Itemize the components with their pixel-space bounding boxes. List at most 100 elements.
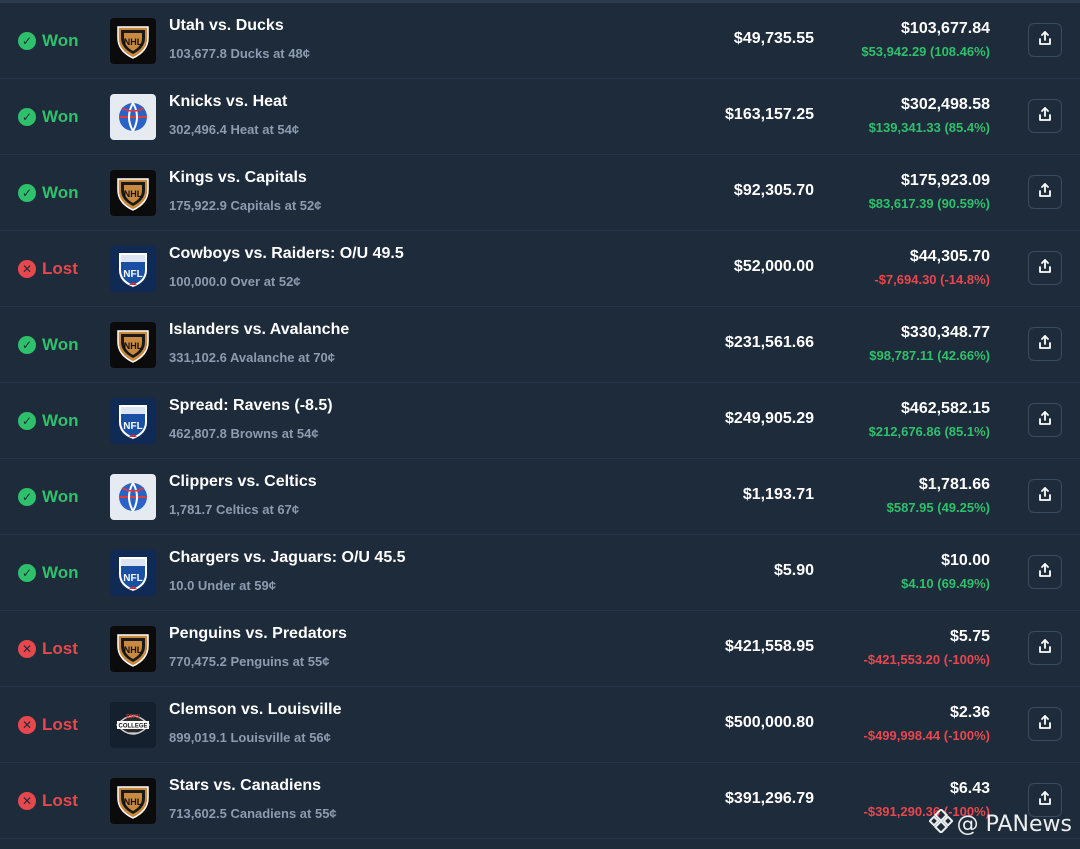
svg-text:NHL: NHL bbox=[124, 37, 143, 47]
share-button[interactable] bbox=[1028, 327, 1062, 361]
status-badge: ✕ Lost bbox=[18, 231, 78, 307]
share-button[interactable] bbox=[1028, 555, 1062, 589]
check-circle-icon: ✓ bbox=[18, 336, 36, 354]
status-badge: ✓ Won bbox=[18, 3, 79, 79]
share-button[interactable] bbox=[1028, 479, 1062, 513]
market-title[interactable]: Kings vs. Capitals bbox=[169, 169, 307, 186]
cost-amount: $52,000.00 bbox=[733, 258, 814, 275]
cost-amount: $92,305.70 bbox=[733, 182, 814, 199]
bet-row: ✓ Won Clippers vs. Celtics 1,781.7 Celtics … bbox=[0, 459, 1080, 535]
payout-amount: $462,582.15 bbox=[901, 400, 990, 417]
position-detail: 770,475.2 Penguins at 55¢ bbox=[169, 654, 330, 669]
payout-amount: $330,348.77 bbox=[901, 324, 990, 341]
payout-amount: $5.75 bbox=[949, 628, 990, 645]
x-circle-icon: ✕ bbox=[18, 260, 36, 278]
share-button[interactable] bbox=[1028, 23, 1062, 57]
status-badge: ✓ Won bbox=[18, 307, 79, 383]
bet-row: ✕ Lost NFL Cowboys vs. Raiders: O/U 49.5 100… bbox=[0, 231, 1080, 307]
market-title[interactable]: Spread: Ravens (-8.5) bbox=[169, 397, 333, 414]
svg-text:NFL: NFL bbox=[123, 269, 142, 280]
cost-amount: $391,296.79 bbox=[725, 790, 814, 807]
svg-text:NHL: NHL bbox=[124, 797, 143, 807]
status-badge: ✕ Lost bbox=[18, 687, 78, 763]
watermark-text: @ PANews bbox=[956, 811, 1072, 837]
position-detail: 100,000.0 Over at 52¢ bbox=[169, 274, 301, 289]
share-button[interactable] bbox=[1028, 631, 1062, 665]
watermark: @ PANews bbox=[927, 807, 1072, 839]
status-label: Lost bbox=[42, 639, 78, 658]
position-detail: 1,781.7 Celtics at 67¢ bbox=[169, 502, 300, 517]
cost-amount: $5.90 bbox=[773, 562, 814, 579]
profit-loss: $139,341.33 (85.4%) bbox=[868, 120, 990, 135]
share-button[interactable] bbox=[1028, 99, 1062, 133]
position-detail: 331,102.6 Avalanche at 70¢ bbox=[169, 350, 335, 365]
bet-row: ✕ Lost NHL Stars vs. Canadiens 713,602.5 Can… bbox=[0, 763, 1080, 839]
profit-loss: -$499,998.44 (-100%) bbox=[863, 728, 990, 743]
market-title[interactable]: Stars vs. Canadiens bbox=[169, 777, 322, 794]
cost-amount: $231,561.66 bbox=[725, 334, 814, 351]
payout-amount: $10.00 bbox=[941, 552, 990, 569]
nfl-logo-icon: NFL bbox=[110, 398, 156, 444]
share-icon bbox=[1037, 486, 1053, 507]
status-label: Won bbox=[42, 487, 79, 506]
market-title[interactable]: Clippers vs. Celtics bbox=[169, 473, 317, 490]
x-circle-icon: ✕ bbox=[18, 792, 36, 810]
market-title[interactable]: Clemson vs. Louisville bbox=[169, 701, 342, 718]
nhl-logo-icon: NHL bbox=[110, 322, 156, 368]
svg-text:ESPN: ESPN bbox=[126, 714, 140, 720]
bet-row: ✓ Won NFL Spread: Ravens (-8.5) 462,807.8 Br… bbox=[0, 383, 1080, 459]
position-detail: 713,602.5 Canadiens at 55¢ bbox=[169, 806, 337, 821]
market-title[interactable]: Penguins vs. Predators bbox=[169, 625, 347, 642]
share-icon bbox=[1037, 30, 1053, 51]
profit-loss: $98,787.11 (42.66%) bbox=[869, 348, 990, 363]
share-button[interactable] bbox=[1028, 403, 1062, 437]
status-label: Won bbox=[42, 563, 79, 582]
cost-amount: $163,157.25 bbox=[725, 106, 814, 123]
cost-amount: $500,000.80 bbox=[725, 714, 814, 731]
share-button[interactable] bbox=[1028, 707, 1062, 741]
share-icon bbox=[1037, 714, 1053, 735]
nhl-logo-icon: NHL bbox=[110, 170, 156, 216]
check-circle-icon: ✓ bbox=[18, 184, 36, 202]
status-badge: ✓ Won bbox=[18, 79, 79, 155]
status-badge: ✓ Won bbox=[18, 535, 79, 611]
market-title[interactable]: Cowboys vs. Raiders: O/U 49.5 bbox=[169, 245, 404, 262]
payout-amount: $6.43 bbox=[949, 780, 990, 797]
x-circle-icon: ✕ bbox=[18, 640, 36, 658]
nba-logo-icon bbox=[110, 474, 156, 520]
payout-amount: $2.36 bbox=[949, 704, 990, 721]
share-button[interactable] bbox=[1028, 783, 1062, 817]
status-label: Lost bbox=[42, 715, 78, 734]
bet-row: ✓ Won NHL Utah vs. Ducks 103,677.8 Ducks at … bbox=[0, 3, 1080, 79]
check-circle-icon: ✓ bbox=[18, 32, 36, 50]
market-title[interactable]: Chargers vs. Jaguars: O/U 45.5 bbox=[169, 549, 406, 566]
profit-loss: -$421,553.20 (-100%) bbox=[863, 652, 990, 667]
x-circle-icon: ✕ bbox=[18, 716, 36, 734]
market-title[interactable]: Knicks vs. Heat bbox=[169, 93, 288, 110]
bet-row: ✓ Won NHL Islanders vs. Avalanche 331,102.6 … bbox=[0, 307, 1080, 383]
bet-history-list: ✓ Won NHL Utah vs. Ducks 103,677.8 Ducks at … bbox=[0, 3, 1080, 839]
status-label: Lost bbox=[42, 791, 78, 810]
svg-text:NFL: NFL bbox=[123, 421, 142, 432]
bet-row: ✓ Won NFL Chargers vs. Jaguars: O/U 45.5 10.… bbox=[0, 535, 1080, 611]
profit-loss: -$391,290.36 (-100%) bbox=[863, 804, 990, 819]
position-detail: 175,922.9 Capitals at 52¢ bbox=[169, 198, 322, 213]
market-title[interactable]: Islanders vs. Avalanche bbox=[169, 321, 350, 338]
profit-loss: $53,942.29 (108.46%) bbox=[861, 44, 990, 59]
bet-row: ✕ Lost NHL Penguins vs. Predators 770,475.2 … bbox=[0, 611, 1080, 687]
share-button[interactable] bbox=[1028, 175, 1062, 209]
status-label: Won bbox=[42, 335, 79, 354]
payout-amount: $44,305.70 bbox=[909, 248, 990, 265]
cost-amount: $49,735.55 bbox=[733, 30, 814, 47]
share-button[interactable] bbox=[1028, 251, 1062, 285]
nhl-logo-icon: NHL bbox=[110, 778, 156, 824]
profit-loss: -$7,694.30 (-14.8%) bbox=[874, 272, 990, 287]
status-badge: ✓ Won bbox=[18, 459, 79, 535]
position-detail: 302,496.4 Heat at 54¢ bbox=[169, 122, 300, 137]
svg-text:NHL: NHL bbox=[124, 341, 143, 351]
nfl-logo-icon: NFL bbox=[110, 246, 156, 292]
market-title[interactable]: Utah vs. Ducks bbox=[169, 17, 284, 34]
share-icon bbox=[1037, 182, 1053, 203]
status-badge: ✓ Won bbox=[18, 155, 79, 231]
status-badge: ✓ Won bbox=[18, 383, 79, 459]
